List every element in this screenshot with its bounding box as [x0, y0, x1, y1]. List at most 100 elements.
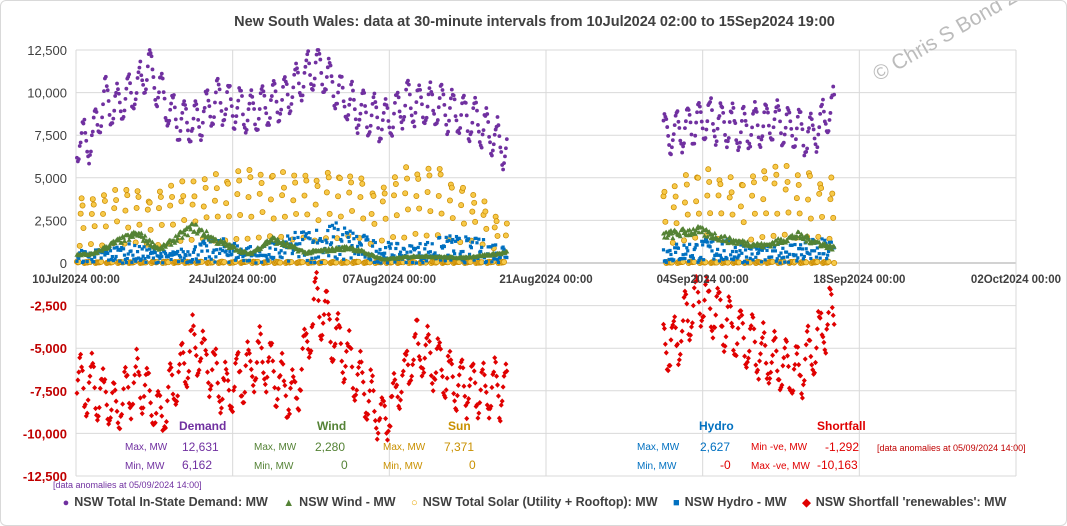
- solar-point: [89, 196, 96, 203]
- hydro-point: [661, 248, 666, 252]
- shortfall-point: [452, 398, 458, 404]
- hydro-point: [314, 256, 318, 260]
- hydro-point: [502, 247, 506, 251]
- solar-point: [467, 258, 474, 265]
- solar-point: [392, 181, 399, 187]
- shortfall-point: [723, 334, 729, 340]
- hydro-point: [297, 255, 301, 259]
- demand-point: [800, 127, 805, 132]
- hydro-point: [376, 260, 380, 264]
- solar-point: [279, 192, 286, 199]
- solar-point: [814, 258, 821, 265]
- hydro-point: [231, 249, 236, 253]
- solar-point: [167, 202, 174, 209]
- shortfall-point: [313, 275, 319, 281]
- shortfall-point: [332, 341, 338, 347]
- hydro-point: [477, 237, 481, 241]
- demand-point: [422, 121, 427, 126]
- solar-point: [737, 203, 744, 210]
- shortfall-point: [743, 364, 749, 371]
- solar-point: [237, 212, 244, 218]
- shortfall-point: [375, 430, 381, 436]
- shortfall-point: [790, 388, 796, 394]
- shortfall-point: [456, 372, 462, 378]
- demand-point: [725, 139, 730, 144]
- wind-point: [145, 241, 151, 246]
- hydro-point: [700, 239, 704, 243]
- demand-point: [718, 101, 723, 106]
- hydro-point: [272, 255, 276, 260]
- hydro-point: [147, 255, 151, 259]
- hydro-point: [209, 257, 213, 261]
- solar-point: [337, 213, 344, 220]
- hydro-point: [793, 242, 797, 247]
- shortfall-point: [476, 410, 482, 416]
- demand-point: [286, 105, 291, 110]
- shortfall-point: [767, 375, 773, 382]
- demand-point: [474, 100, 478, 105]
- demand-point: [191, 116, 196, 121]
- solar-point: [796, 210, 803, 217]
- demand-point: [407, 92, 412, 97]
- solar-point: [683, 181, 690, 188]
- shortfall-point: [115, 420, 121, 426]
- hydro-point: [111, 258, 115, 263]
- solar-point: [156, 188, 163, 195]
- hydro-point: [489, 245, 493, 249]
- demand-point: [379, 127, 384, 132]
- shortfall-point: [439, 373, 445, 380]
- demand-point: [777, 108, 782, 113]
- shortfall-point: [203, 347, 209, 354]
- shortfall-point: [432, 376, 438, 383]
- solar-point: [750, 173, 756, 180]
- shortfall-point: [350, 385, 356, 392]
- hydro-point: [495, 257, 500, 262]
- shortfall-point: [260, 359, 266, 365]
- demand-point: [747, 141, 752, 146]
- wind-point: [175, 235, 181, 241]
- demand-point: [157, 90, 161, 95]
- demand-point: [194, 102, 199, 107]
- shortfall-point: [184, 384, 190, 390]
- demand-point: [775, 98, 780, 103]
- shortfall-point: [730, 347, 736, 354]
- demand-point: [397, 109, 402, 114]
- hydro-point: [809, 256, 813, 261]
- demand-point: [333, 106, 338, 111]
- shortfall-point: [796, 362, 802, 368]
- shortfall-point: [475, 415, 481, 421]
- shortfall-point: [460, 365, 466, 371]
- hydro-point: [120, 246, 124, 250]
- hydro-point: [108, 249, 113, 253]
- solar-point: [726, 194, 733, 201]
- hydro-point: [464, 235, 468, 239]
- solar-point: [449, 215, 456, 222]
- hydro-point: [257, 254, 261, 258]
- shortfall-point: [714, 293, 720, 300]
- shortfall-max-value: -1,292: [825, 440, 860, 454]
- hydro-point: [266, 259, 270, 263]
- shortfall-point: [92, 385, 98, 391]
- hydro-point: [818, 256, 822, 260]
- hydro-point: [142, 245, 146, 249]
- wind-point: [269, 238, 275, 243]
- shortfall-point: [226, 387, 232, 393]
- shortfall-point: [311, 296, 317, 302]
- demand-point: [312, 76, 317, 81]
- demand-point: [84, 138, 89, 143]
- solar-point: [717, 181, 724, 188]
- solar-point: [784, 178, 791, 185]
- hydro-point: [259, 260, 264, 264]
- hydro-point: [325, 241, 329, 245]
- solar-point: [98, 258, 105, 265]
- shortfall-point: [141, 393, 147, 400]
- solar-point: [334, 235, 341, 242]
- solar-point: [244, 235, 251, 242]
- demand-point: [263, 105, 268, 110]
- demand-point: [295, 66, 299, 71]
- shortfall-point: [761, 329, 767, 336]
- solar-point: [816, 190, 823, 197]
- hydro-point: [479, 249, 483, 253]
- demand-point: [324, 75, 329, 79]
- demand-point: [351, 88, 355, 93]
